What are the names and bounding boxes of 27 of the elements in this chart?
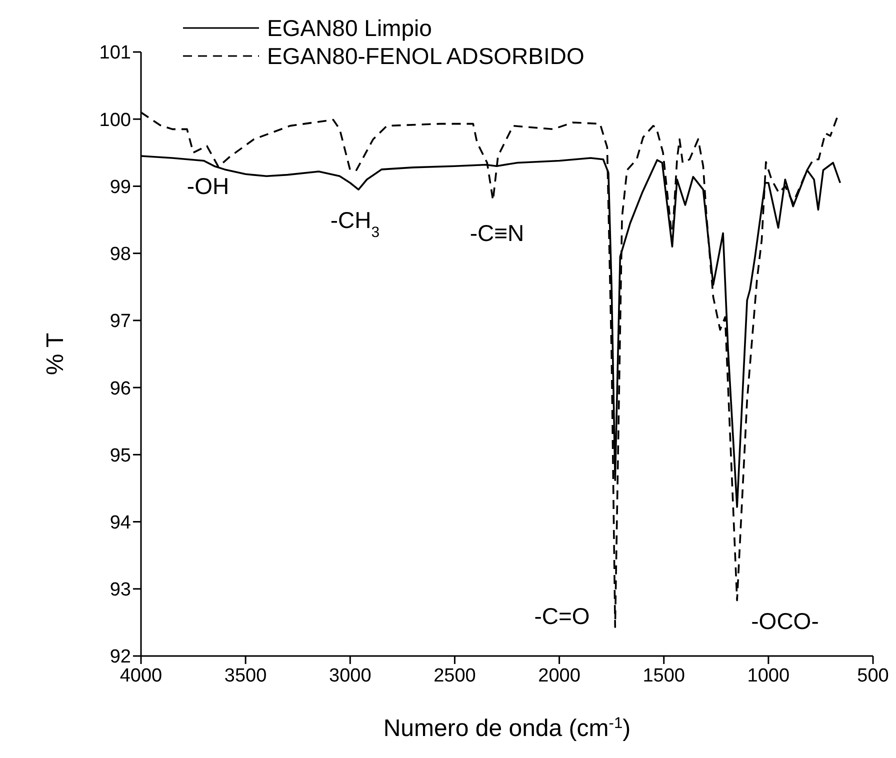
y-tick-label: 100 [99,110,131,131]
x-tick-label: 2000 [538,665,580,686]
y-tick-label: 101 [99,42,131,64]
y-tick-label: 95 [110,445,131,466]
x-tick-label: 500 [857,665,889,686]
annotation: -CH$_{3}$ [330,207,380,240]
x-tick-label: 3500 [224,665,267,686]
x-tick-label: 1500 [642,665,685,686]
x-tick-label: 3000 [329,665,372,686]
annotation: -OH [186,173,230,199]
annotation: -OCO- [751,608,819,634]
y-tick-label: 99 [110,176,131,198]
x-tick-label: 1000 [747,665,790,686]
x-tick-label: 4000 [120,665,162,686]
y-tick-label: 98 [110,244,131,266]
annotation: -C=O [534,603,590,629]
y-tick-label: 93 [110,580,131,601]
annotation: -C≡N [470,220,524,246]
y-tick-label: 96 [110,378,131,400]
y-tick-label: 97 [110,311,131,332]
x-axis-title: Numero de onda (cm$^{-1}$) [383,714,631,742]
x-tick-label: 2500 [434,665,476,686]
legend-label: EGAN80 Limpio [267,14,432,42]
y-tick-label: 94 [110,512,132,534]
y-tick-label: 92 [110,646,131,668]
y-axis-title: % T [42,332,69,376]
legend-label: EGAN80-FENOL ADSORBIDO [267,42,584,70]
